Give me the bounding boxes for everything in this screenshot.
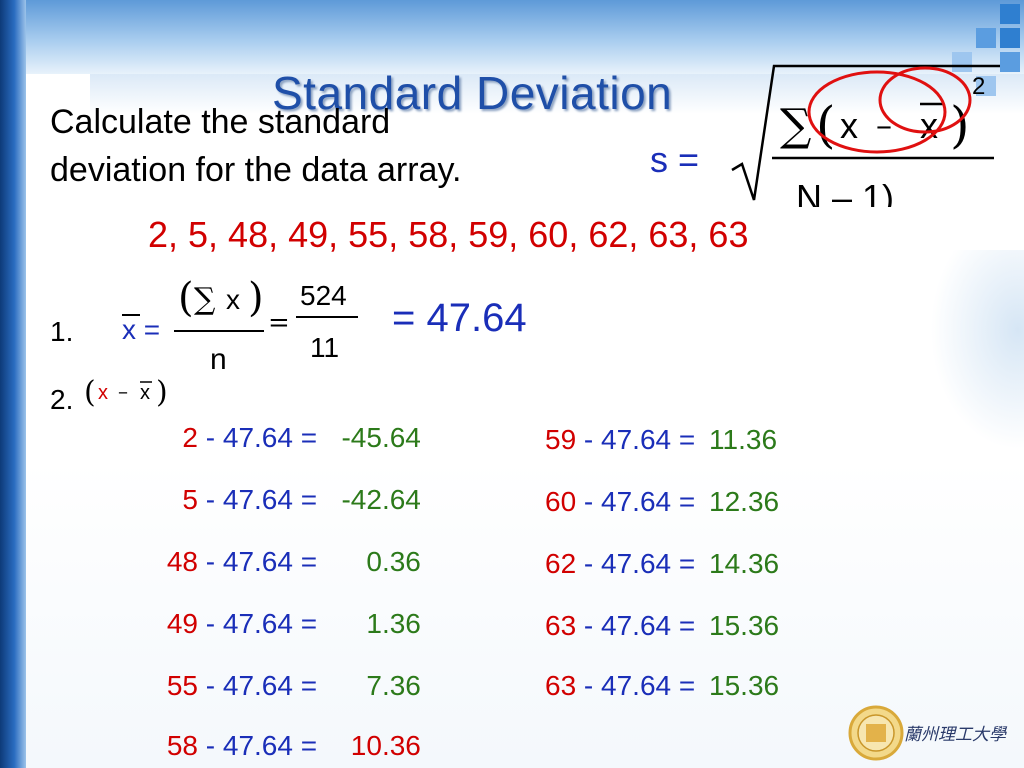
calc-expr: - 47.64 = — [576, 610, 704, 641]
calc-expr: - 47.64 = — [198, 730, 325, 761]
calc-row: 60 - 47.64 = 12.36 — [545, 486, 779, 518]
calc-row: 62 - 47.64 = 14.36 — [545, 548, 779, 580]
data-array: 2, 5, 48, 49, 55, 58, 59, 60, 62, 63, 63 — [148, 214, 749, 255]
mean-formula: x = ( ∑ x ) n = 524 11 — [122, 275, 358, 376]
top-decor-band — [26, 0, 1024, 74]
calc-expr: - 47.64 = — [198, 484, 325, 515]
right-decor-glow — [930, 250, 1024, 450]
calc-result: 7.36 — [366, 670, 421, 701]
calc-row: 58 - 47.64 = 10.36 — [130, 730, 421, 762]
calc-result: 15.36 — [709, 610, 780, 641]
dev-paren-open: ( — [84, 375, 96, 410]
mean-result: = 47.64 — [392, 296, 527, 340]
calc-result: 15.36 — [709, 670, 780, 701]
formula-exponent: 2 — [972, 73, 985, 100]
calc-value: 2 — [182, 422, 198, 453]
step-2-label: 2. — [50, 384, 74, 415]
calc-expr: - 47.64 = — [198, 608, 325, 639]
formula-sigma: ∑ — [780, 100, 811, 151]
calc-expr: - 47.64 = — [576, 424, 704, 455]
calc-result: -42.64 — [341, 484, 421, 515]
calc-result: 12.36 — [709, 486, 780, 517]
calc-row: 59 - 47.64 = 11.36 — [545, 424, 777, 456]
calc-result: -45.64 — [341, 422, 421, 453]
data-array-box — [139, 207, 914, 267]
formula-paren-open: ( — [816, 96, 836, 154]
calc-expr: - 47.64 = — [576, 548, 704, 579]
calc-row: 55 - 47.64 = 7.36 — [130, 670, 421, 702]
slide-title: Standard Deviation — [272, 67, 673, 119]
calc-row: 2 - 47.64 = -45.64 — [130, 422, 421, 454]
formula-x: x — [840, 105, 858, 146]
calc-result: 1.36 — [366, 608, 421, 639]
calc-row: 48 - 47.64 = 0.36 — [130, 546, 421, 578]
mean-paren-open: ( — [178, 275, 194, 321]
highlight-circle-outer — [807, 70, 947, 154]
formula-minus: – — [876, 106, 892, 144]
intro-line-1: Calculate the standard — [50, 103, 391, 141]
intro-text: Calculate the standard deviation for the… — [50, 98, 610, 194]
mean-num: 524 — [300, 280, 347, 311]
calc-expr: - 47.64 = — [198, 546, 325, 577]
mean-den: 11 — [310, 332, 339, 363]
dev-x: x — [98, 382, 108, 404]
std-dev-formula: s = ∑ ( x – x ) 2 N – 1) — [650, 64, 1000, 218]
calc-result: 14.36 — [709, 548, 780, 579]
calc-value: 60 — [545, 486, 577, 517]
calc-value: 48 — [166, 546, 198, 577]
calc-result: 11.36 — [709, 424, 778, 455]
intro-line-2: deviation for the data array. — [50, 151, 462, 189]
calc-value: 58 — [166, 730, 198, 761]
calc-value: 63 — [545, 670, 577, 701]
formula-paren-close: ) — [950, 96, 970, 154]
dev-minus: – — [118, 379, 128, 403]
logo-text: 蘭州理工大學 — [904, 725, 1008, 745]
mean-x: x — [226, 284, 240, 315]
step-1-label: 1. — [50, 316, 74, 347]
calc-expr: - 47.64 = — [576, 670, 704, 701]
calc-value: 49 — [166, 608, 198, 639]
sqrt-sign — [731, 64, 1000, 201]
deviation-expression: ( x – x ) — [84, 375, 168, 410]
calc-row: 63 - 47.64 = 15.36 — [545, 670, 779, 702]
calc-row: 49 - 47.64 = 1.36 — [130, 608, 421, 640]
calc-expr: - 47.64 = — [198, 670, 325, 701]
calc-value: 55 — [166, 670, 198, 701]
calc-expr: - 47.64 = — [576, 486, 704, 517]
calc-value: 59 — [545, 424, 577, 455]
calc-row: 5 - 47.64 = -42.64 — [130, 484, 421, 516]
dev-paren-close: ) — [156, 375, 168, 410]
formula-xbar: x — [920, 105, 938, 146]
calc-value: 63 — [545, 610, 577, 641]
calc-value: 5 — [182, 484, 198, 515]
mean-sigma: ∑ — [194, 282, 216, 317]
mean-lhs: x = — [122, 314, 160, 345]
top-decor-fade — [90, 74, 1024, 114]
highlight-circle-inner — [878, 66, 972, 134]
calc-row: 63 - 47.64 = 15.36 — [545, 610, 779, 642]
university-logo: 蘭州理工大學 — [848, 705, 1008, 761]
calc-result: 10.36 — [350, 730, 421, 761]
calc-value: 62 — [545, 548, 577, 579]
mean-eq: = — [268, 308, 290, 338]
formula-lhs: s = — [650, 139, 699, 180]
mean-paren-close: ) — [248, 275, 264, 321]
calc-result: 0.36 — [366, 546, 421, 577]
left-decor-bar — [0, 0, 26, 768]
mean-n: n — [210, 343, 227, 376]
calc-expr: - 47.64 = — [198, 422, 325, 453]
dev-xbar: x — [140, 382, 150, 404]
